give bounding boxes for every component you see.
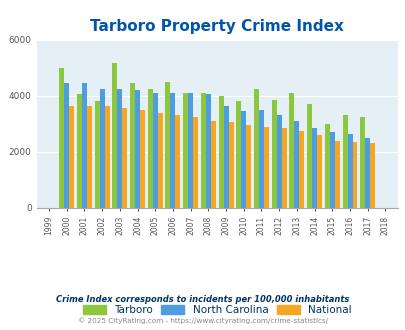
Bar	[157, 113, 162, 208]
Bar	[122, 108, 127, 208]
Legend: Tarboro, North Carolina, National: Tarboro, North Carolina, National	[79, 301, 355, 319]
Bar	[64, 83, 69, 208]
Bar	[205, 94, 210, 208]
Bar	[369, 144, 374, 208]
Bar	[140, 110, 145, 208]
Bar	[241, 111, 246, 208]
Bar	[324, 124, 329, 208]
Bar	[183, 93, 188, 208]
Bar	[193, 117, 198, 208]
Bar	[69, 106, 74, 208]
Bar	[228, 122, 233, 208]
Bar	[311, 128, 316, 208]
Bar	[329, 132, 334, 208]
Bar	[307, 104, 311, 208]
Bar	[77, 94, 82, 208]
Bar	[59, 68, 64, 208]
Bar	[135, 90, 140, 208]
Bar	[188, 93, 193, 208]
Bar	[271, 100, 276, 208]
Bar	[175, 115, 180, 208]
Bar	[200, 93, 205, 208]
Bar	[147, 89, 152, 208]
Bar	[82, 83, 87, 208]
Bar	[112, 63, 117, 208]
Bar	[130, 83, 135, 208]
Bar	[223, 106, 228, 208]
Bar	[298, 131, 304, 208]
Bar	[342, 115, 347, 208]
Bar	[104, 106, 109, 208]
Text: Crime Index corresponds to incidents per 100,000 inhabitants: Crime Index corresponds to incidents per…	[56, 295, 349, 304]
Bar	[364, 138, 369, 208]
Bar	[236, 101, 241, 208]
Text: © 2025 CityRating.com - https://www.cityrating.com/crime-statistics/: © 2025 CityRating.com - https://www.city…	[78, 317, 327, 324]
Bar	[289, 93, 294, 208]
Bar	[258, 110, 263, 208]
Bar	[165, 82, 170, 208]
Bar	[152, 93, 157, 208]
Bar	[294, 121, 298, 208]
Bar	[117, 89, 122, 208]
Bar	[99, 89, 104, 208]
Bar	[246, 125, 251, 208]
Bar	[170, 93, 175, 208]
Bar	[87, 106, 92, 208]
Bar	[263, 127, 268, 208]
Bar	[352, 142, 357, 208]
Bar	[281, 128, 286, 208]
Bar	[276, 115, 281, 208]
Bar	[360, 117, 364, 208]
Bar	[347, 134, 352, 208]
Bar	[334, 141, 339, 208]
Title: Tarboro Property Crime Index: Tarboro Property Crime Index	[90, 19, 343, 34]
Bar	[210, 121, 215, 208]
Bar	[254, 89, 258, 208]
Bar	[316, 135, 321, 208]
Bar	[94, 101, 99, 208]
Bar	[218, 96, 223, 208]
